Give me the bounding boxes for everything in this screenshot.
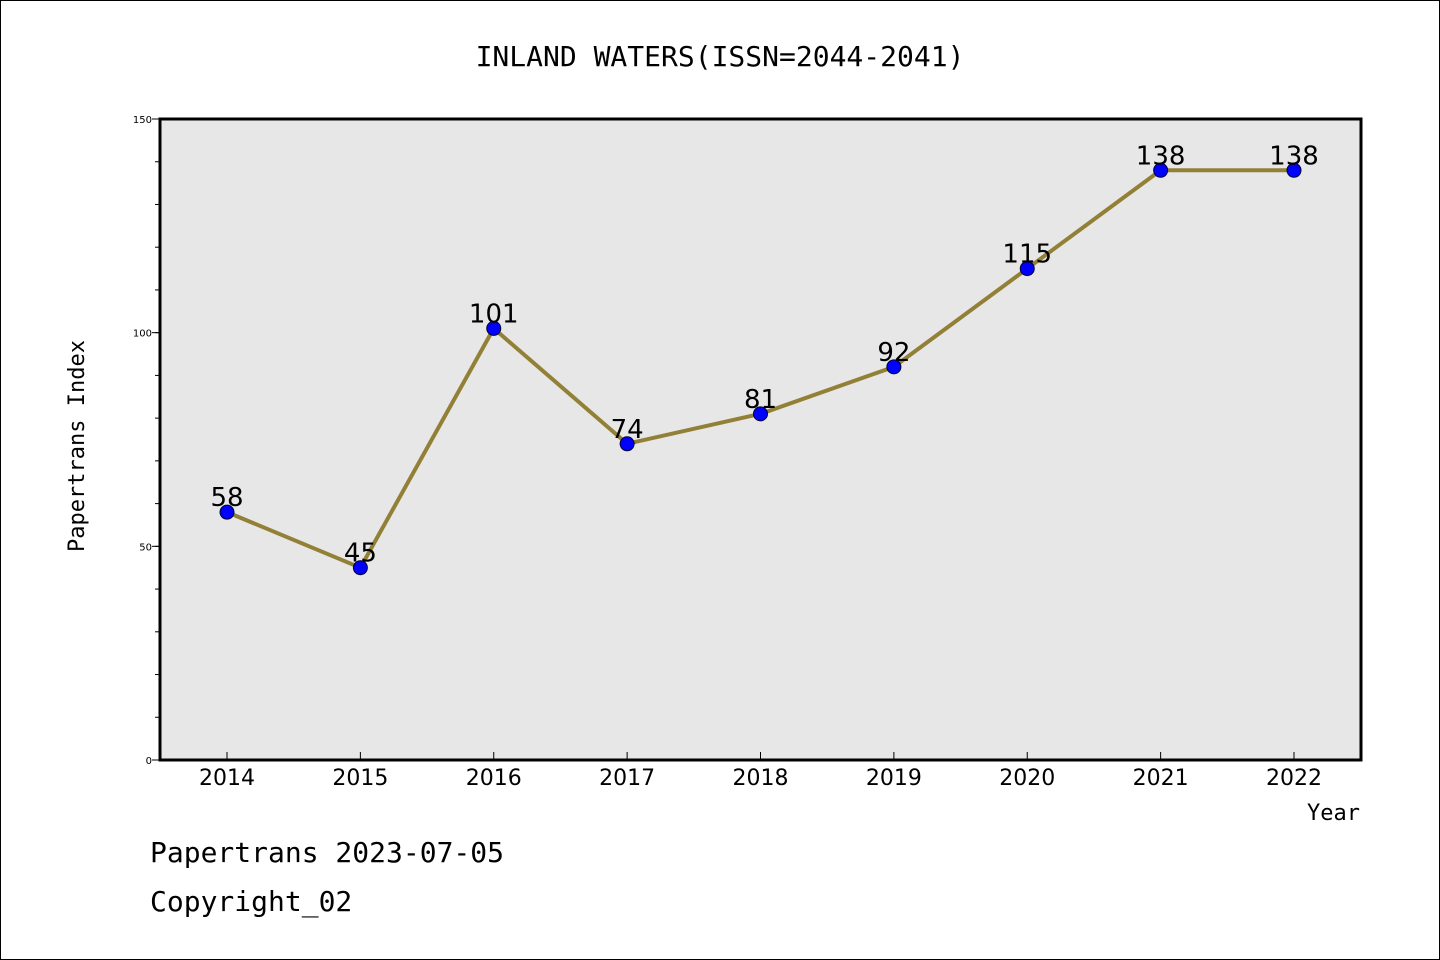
y-tick-label: 50 [139, 542, 152, 553]
data-label: 92 [877, 338, 910, 368]
y-tick-label: 100 [133, 329, 152, 340]
chart-title: INLAND WATERS(ISSN=2044-2041) [476, 40, 965, 73]
data-point [1286, 162, 1302, 178]
data-label: 138 [1136, 141, 1186, 171]
x-tick-label: 2017 [599, 766, 655, 791]
data-point [219, 504, 235, 520]
data-label: 81 [744, 385, 777, 415]
y-axis-label: Papertrans Index [65, 340, 90, 552]
footer-copyright: Copyright_02 [150, 885, 353, 918]
data-label: 101 [469, 299, 519, 329]
x-tick-label: 2021 [1133, 766, 1189, 791]
data-label: 45 [344, 539, 377, 569]
data-point [619, 436, 635, 452]
x-tick-label: 2019 [866, 766, 922, 791]
y-tick-label: 150 [133, 115, 152, 126]
plot-border [158, 117, 1363, 762]
x-tick-label: 2015 [332, 766, 388, 791]
data-point [1153, 162, 1169, 178]
x-axis-label: Year [1307, 801, 1360, 826]
footer-date: Papertrans 2023-07-05 [150, 836, 505, 869]
data-label: 58 [210, 483, 243, 513]
x-tick-label: 2016 [466, 766, 522, 791]
data-label: 115 [1002, 240, 1052, 270]
x-tick-label: 2018 [733, 766, 789, 791]
y-tick-label: 0 [146, 756, 152, 767]
data-label: 74 [611, 415, 644, 445]
plot-area [160, 119, 1361, 760]
data-point [486, 320, 502, 336]
data-point [352, 560, 368, 576]
data-point [1019, 261, 1035, 277]
x-tick-label: 2020 [999, 766, 1055, 791]
x-tick-label: 2022 [1266, 766, 1322, 791]
data-point [753, 406, 768, 422]
data-label: 138 [1269, 141, 1319, 171]
x-tick-label: 2014 [199, 766, 255, 791]
data-point [886, 359, 902, 375]
